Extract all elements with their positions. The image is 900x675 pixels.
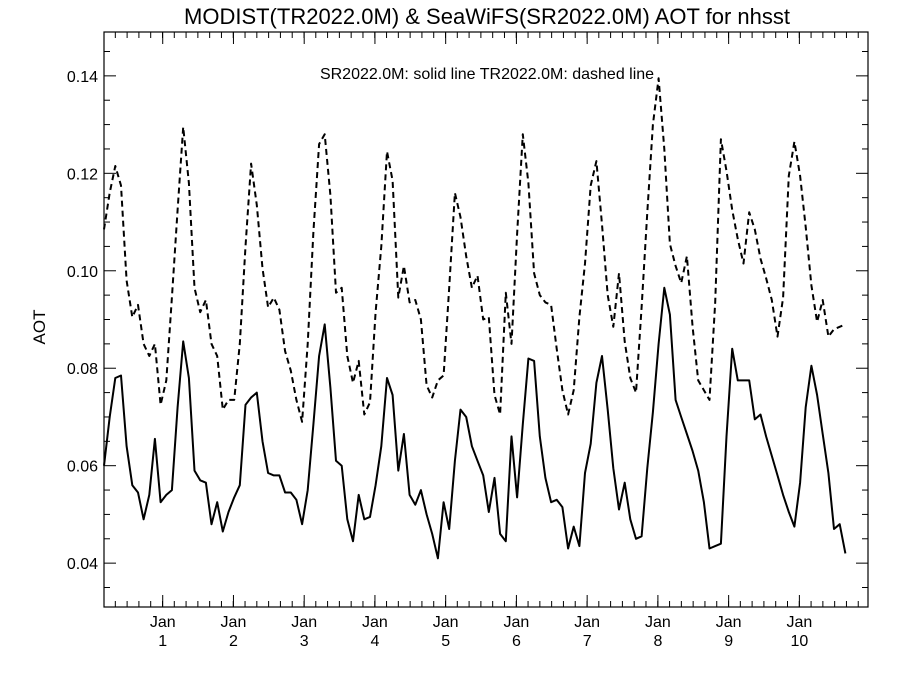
x-tick-month: Jan	[433, 614, 459, 631]
y-tick-label: 0.04	[67, 556, 98, 573]
x-tick-month: Jan	[786, 614, 812, 631]
legend-annotation: SR2022.0M: solid line TR2022.0M: dashed …	[320, 66, 654, 83]
x-tick-year: 2	[229, 633, 238, 650]
x-tick-month: Jan	[362, 614, 388, 631]
x-tick-month: Jan	[291, 614, 317, 631]
x-tick-year: 5	[441, 633, 450, 650]
series-line-solid	[103, 286, 847, 560]
x-tick-year: 1	[158, 633, 167, 650]
axis-ticks: 0.04 0.06 0.08 0.10 0.12 0.14 Jan 1 Jan 2 Jan 3 Jan 4…	[67, 32, 868, 650]
y-axis-label: AOT	[30, 310, 49, 345]
series-line-dashed	[103, 77, 846, 423]
plot-frame	[103, 31, 869, 608]
x-tick-month: Jan	[504, 614, 530, 631]
x-tick-year: 3	[300, 633, 309, 650]
x-tick-year: 9	[724, 633, 733, 650]
y-tick-label: 0.12	[67, 166, 98, 183]
x-tick-month: Jan	[716, 614, 742, 631]
x-tick-year: 8	[653, 633, 662, 650]
y-tick-label: 0.10	[67, 264, 98, 281]
chart-title: MODIST(TR2022.0M) & SeaWiFS(SR2022.0M) A…	[184, 4, 790, 29]
x-tick-month: Jan	[645, 614, 671, 631]
x-tick-year: 6	[512, 633, 521, 650]
x-tick-year: 7	[583, 633, 592, 650]
x-tick-month: Jan	[221, 614, 247, 631]
data-series	[103, 77, 847, 560]
y-tick-label: 0.08	[67, 361, 98, 378]
x-tick-year: 10	[790, 633, 808, 650]
x-tick-month: Jan	[150, 614, 176, 631]
x-tick-month: Jan	[574, 614, 600, 631]
y-tick-label: 0.06	[67, 459, 98, 476]
y-tick-label: 0.14	[67, 69, 98, 86]
x-tick-year: 4	[370, 633, 379, 650]
